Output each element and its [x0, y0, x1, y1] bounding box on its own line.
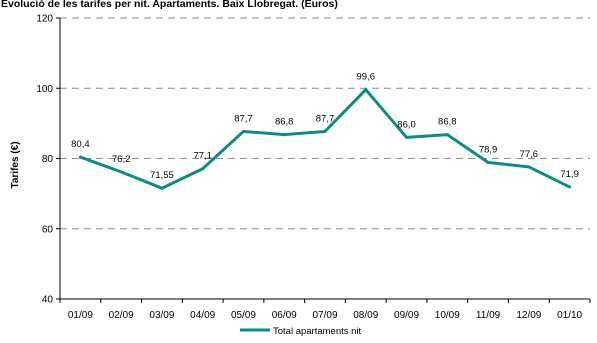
x-tick-label: 10/09 [435, 310, 460, 321]
data-point [119, 170, 123, 174]
data-label: 99,6 [357, 72, 376, 83]
data-label: 87,7 [234, 113, 253, 124]
legend-label: Total apartaments nit [273, 326, 362, 337]
x-tick-label: 01/09 [68, 310, 93, 321]
data-label: 87,7 [316, 113, 335, 124]
data-label: 86,0 [397, 119, 416, 130]
y-axis-title: Tarifes (€) [10, 141, 21, 188]
tick-labels: 40 60 80 100 120 01/09 02/09 03/09 04/09 05/09 06/… [36, 14, 582, 322]
data-label: 78,9 [479, 144, 498, 155]
x-tick-label: 12/09 [516, 310, 541, 321]
data-label: 77,6 [520, 149, 539, 160]
data-label: 77,1 [193, 151, 212, 162]
y-tick-label: 60 [42, 224, 54, 235]
data-point [323, 129, 327, 133]
data-point [568, 185, 572, 189]
legend: Total apartaments nit [240, 326, 362, 337]
data-label: 86,8 [275, 117, 294, 128]
grid-lines [60, 17, 590, 230]
x-tick-label: 09/09 [394, 310, 419, 321]
x-tick-label: 11/09 [476, 310, 501, 321]
data-labels: 80,4 76,2 71,55 77,1 87,7 86,8 87,7 99,6 86,0 86,… [71, 72, 579, 182]
y-tick-label: 80 [42, 154, 54, 165]
data-point [241, 129, 245, 133]
axes [56, 17, 591, 303]
data-point [282, 133, 286, 137]
x-tick-label: 04/09 [190, 310, 215, 321]
x-tick-label: 06/09 [272, 310, 297, 321]
data-label: 71,9 [560, 169, 579, 180]
y-tick-label: 100 [36, 84, 53, 95]
data-point [201, 167, 205, 171]
chart-title: Evolució de les tarifes per nit. Apartam… [1, 0, 338, 10]
data-point [445, 133, 449, 137]
x-tick-label: 01/10 [557, 310, 582, 321]
data-point [527, 165, 531, 169]
data-point [160, 186, 164, 190]
x-tick-label: 02/09 [109, 310, 134, 321]
data-label: 76,2 [112, 154, 131, 165]
data-label: 80,4 [71, 139, 90, 150]
x-tick-label: 05/09 [231, 310, 256, 321]
data-label: 86,8 [438, 117, 457, 128]
data-label: 71,55 [150, 170, 174, 181]
data-point [78, 155, 82, 159]
series-lines [78, 87, 572, 190]
x-tick-label: 08/09 [353, 310, 378, 321]
data-point [405, 135, 409, 139]
data-point [486, 160, 490, 164]
y-tick-label: 120 [36, 14, 53, 25]
data-point [364, 88, 368, 92]
x-tick-label: 07/09 [312, 310, 337, 321]
x-tick-label: 03/09 [149, 310, 174, 321]
y-tick-label: 40 [42, 295, 54, 306]
